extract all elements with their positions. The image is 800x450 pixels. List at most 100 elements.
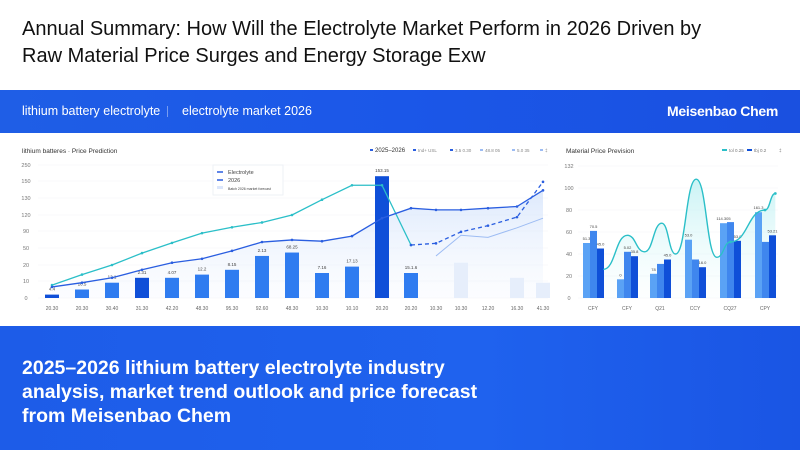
y-tick-label: 90 — [23, 229, 29, 235]
y-tick-label: 80 — [566, 208, 572, 214]
grouped-bar — [657, 263, 664, 298]
grouped-bar — [650, 273, 657, 298]
x-tick-label: 20.20 — [376, 306, 389, 312]
bar — [105, 282, 119, 298]
series-point — [140, 251, 144, 255]
summary-line-2: analysis, market trend outlook and price… — [22, 381, 478, 403]
bar-label: 51.3 — [583, 236, 592, 241]
curve-point — [763, 208, 767, 212]
series-point — [50, 283, 54, 287]
bar — [75, 289, 89, 298]
y-tick-label: 20 — [23, 263, 29, 269]
legend-swatch — [217, 186, 223, 189]
top-legend-label: Ind+ USL — [418, 148, 437, 153]
x-tick-label: 20.30 — [76, 306, 89, 312]
y-tick-label: 40 — [566, 252, 572, 258]
x-tick-label: CCY — [690, 306, 701, 312]
series-point — [459, 208, 463, 212]
x-tick-label: 30.40 — [106, 306, 119, 312]
series-point — [230, 249, 234, 253]
grouped-bar — [755, 212, 762, 298]
bar — [135, 277, 149, 298]
y-tick-label: 0 — [24, 296, 27, 302]
curve-point — [773, 192, 777, 195]
bar-label: 7.16 — [318, 265, 327, 270]
series-point — [380, 216, 384, 220]
bar — [454, 262, 468, 298]
grouped-bar — [583, 243, 590, 298]
bar-label: 2.13 — [258, 248, 267, 253]
series-point — [459, 230, 463, 234]
bar-label: 17.13 — [346, 259, 358, 264]
left-chart-title: lithium batteres · Price Prediction — [22, 148, 118, 155]
series-point — [260, 240, 264, 244]
inner-legend-label: Electrolyte — [228, 170, 254, 176]
y-tick-label: 100 — [564, 186, 573, 192]
bar-label: 53.21 — [767, 228, 778, 233]
series-point — [320, 198, 324, 201]
series-point — [434, 242, 438, 245]
x-tick-label: 31.30 — [136, 306, 149, 312]
series-point — [140, 268, 144, 272]
series-point — [380, 183, 384, 187]
x-tick-label: 10.10 — [346, 306, 359, 312]
series-point — [320, 239, 324, 243]
x-tick-label: 10.30 — [430, 306, 443, 312]
bar-label: 16.0 — [699, 260, 708, 265]
summary-banner: 2025–2026 lithium battery electrolyte in… — [0, 326, 800, 450]
bar-label: 16.5 — [78, 282, 87, 287]
y-tick-label: 20 — [566, 274, 572, 280]
bar-label: 4.07 — [168, 270, 177, 275]
summary-line-1: 2025–2026 lithium battery electrolyte in… — [22, 357, 445, 379]
bar-label: 45.0 — [597, 242, 606, 247]
right-chart-title: Material Price Prevision — [566, 148, 635, 155]
bar — [345, 266, 359, 298]
curve-line — [603, 178, 776, 271]
x-tick-label: CQ27 — [723, 306, 736, 312]
series-point — [290, 213, 294, 217]
grouped-bar — [590, 230, 597, 298]
series-point — [260, 221, 264, 224]
series-point — [110, 276, 114, 280]
series-point — [50, 285, 54, 289]
tag-electrolyte-market-2026[interactable]: electrolyte market 2026 — [182, 104, 312, 118]
y-tick-label: 50 — [23, 246, 29, 252]
series-point — [350, 234, 354, 238]
series-point — [409, 243, 413, 247]
series-point — [230, 225, 234, 229]
brand-name: Meisenbao Chem — [667, 103, 778, 119]
series-line-dashed — [410, 181, 544, 246]
y-tick-label: 60 — [566, 230, 572, 236]
grouped-bar — [734, 240, 741, 298]
bar — [536, 282, 550, 298]
bar-label: 5.02 — [624, 245, 633, 250]
bar — [375, 176, 389, 298]
bar-label: 53.0 — [685, 233, 694, 238]
series-point — [515, 205, 519, 208]
series-point — [80, 273, 84, 276]
tag-lithium-battery-electrolyte[interactable]: lithium battery electrolyte — [22, 104, 161, 118]
y-tick-label: 10 — [23, 279, 29, 285]
right-legend-label: tol 0.25 — [729, 148, 744, 153]
y-tick-label: 0 — [567, 296, 570, 302]
bar-label: 68.25 — [286, 245, 298, 250]
series-point — [170, 241, 174, 245]
bar-label: 53.8 — [734, 234, 743, 239]
x-tick-label: 12.20 — [482, 306, 495, 312]
charts-svg: lithium batteres · Price Prediction 0 10 20… — [21, 148, 782, 312]
tag-divider — [167, 106, 168, 117]
legend-swatch — [540, 149, 543, 151]
x-tick-label: 95.30 — [226, 306, 239, 312]
series-point — [110, 263, 114, 267]
grouped-bar — [769, 235, 776, 298]
top-legend-label: 2025–2026 — [375, 148, 406, 154]
x-tick-label: 48.30 — [286, 306, 299, 312]
x-tick-label: 10.30 — [316, 306, 329, 312]
x-tick-label: CFY — [622, 306, 633, 312]
bar-label: 114.305 — [716, 216, 731, 221]
series-point — [350, 183, 354, 187]
x-tick-label: Q21 — [655, 306, 665, 312]
y-tick-label: 250 — [21, 163, 30, 169]
series-point — [486, 206, 490, 210]
bar — [285, 252, 299, 298]
